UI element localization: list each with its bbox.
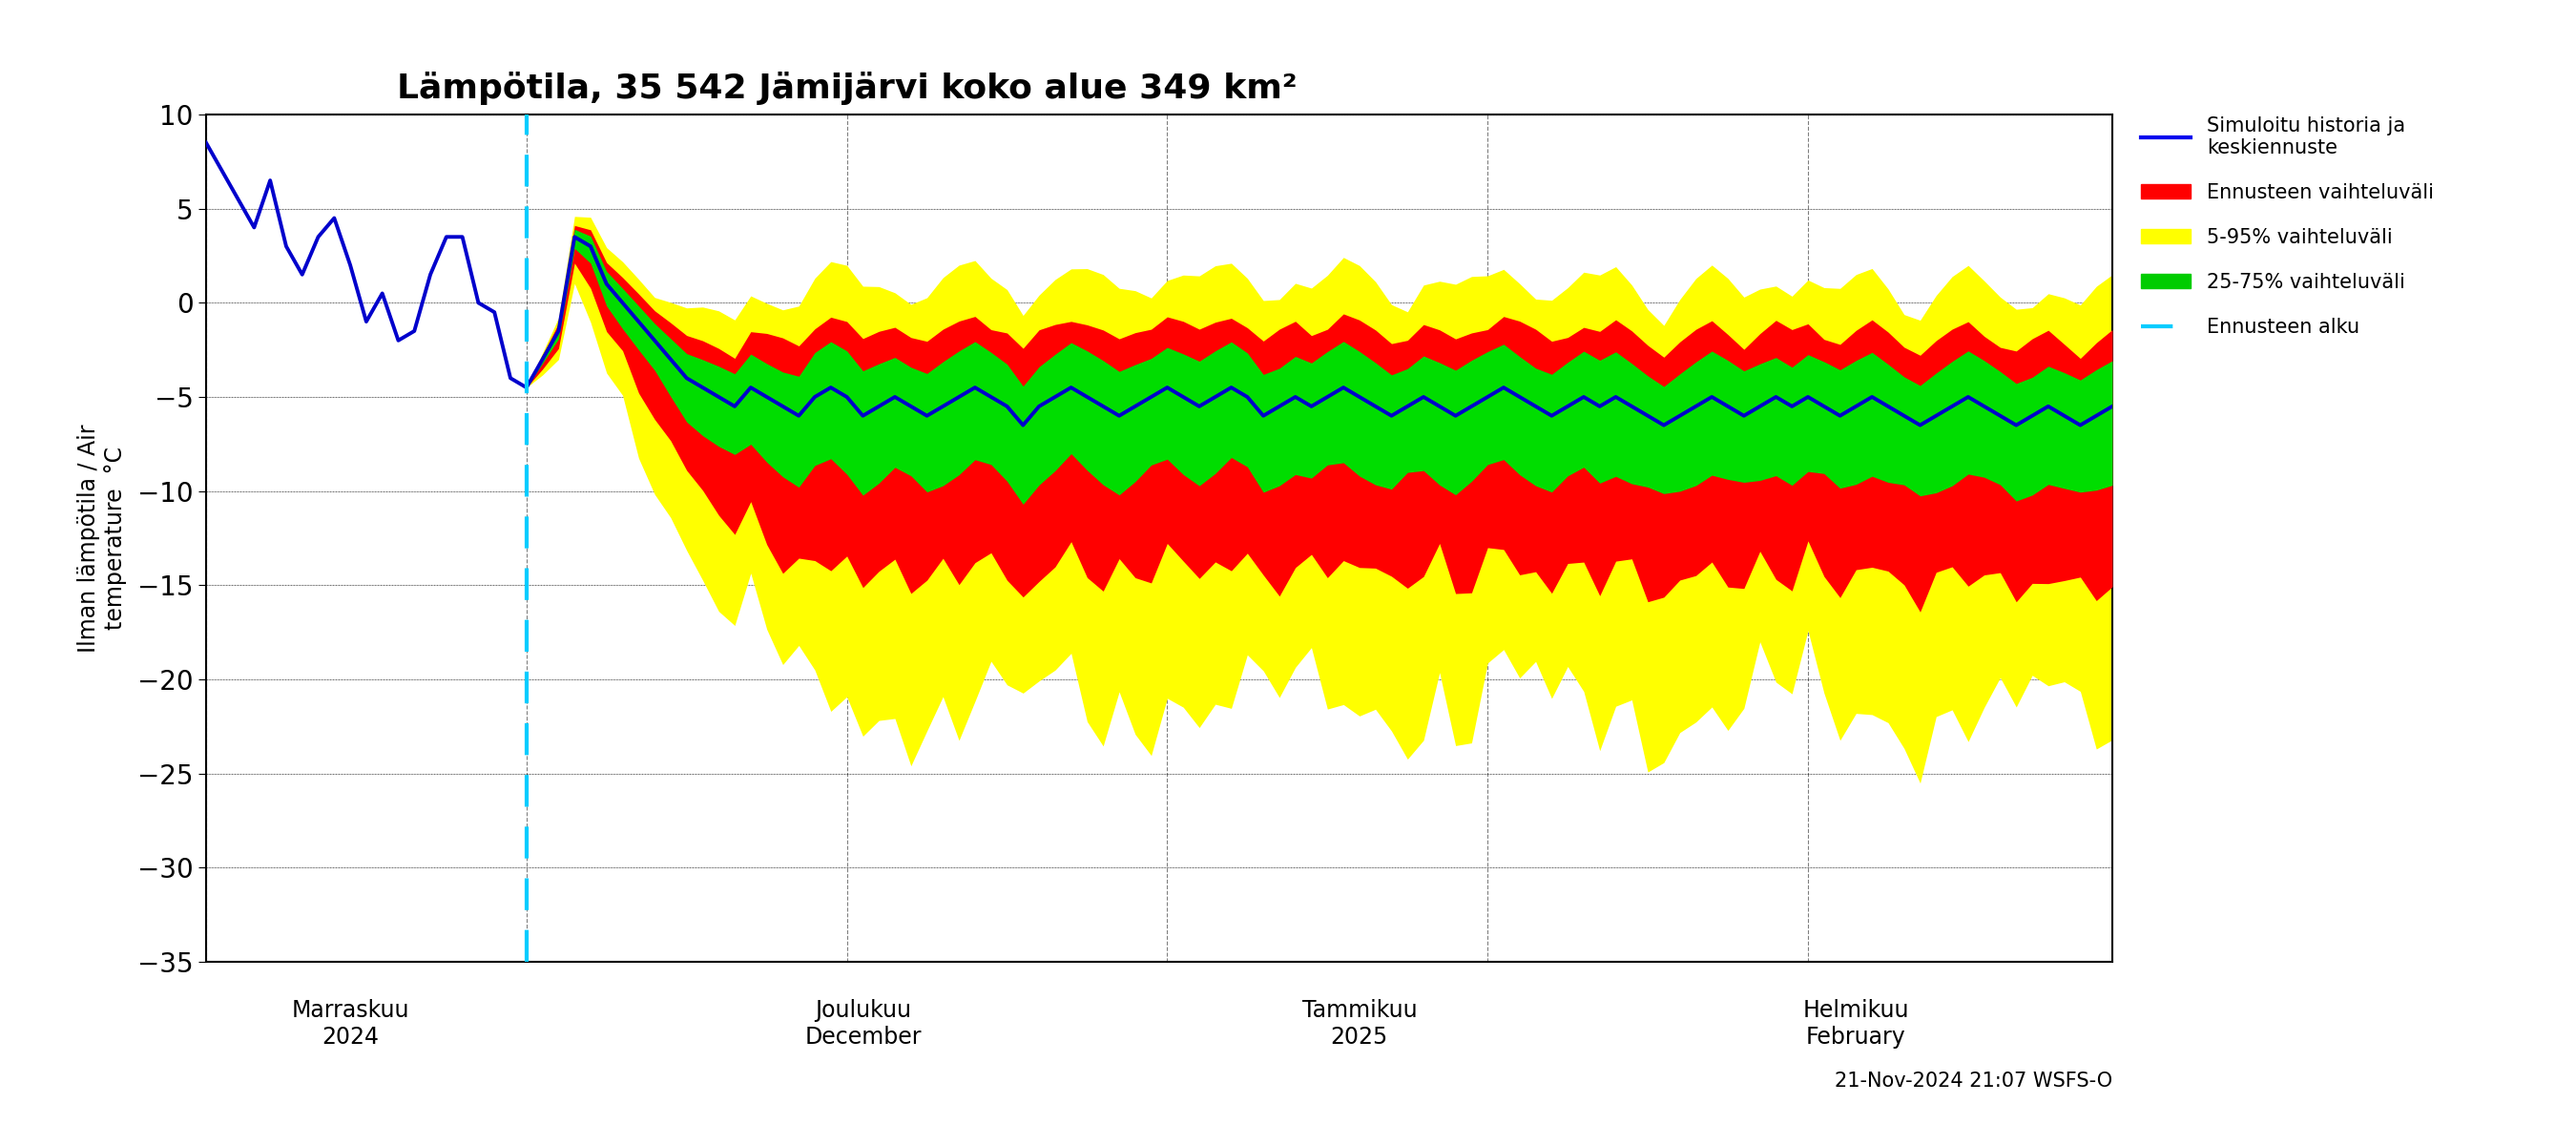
Legend: Simuloitu historia ja
keskiennuste, Ennusteen vaihteluväli, 5-95% vaihteluväli, : Simuloitu historia ja keskiennuste, Ennu… [2141, 116, 2434, 337]
Text: Tammikuu
2025: Tammikuu 2025 [1301, 1000, 1417, 1049]
Text: Joulukuu
December: Joulukuu December [804, 1000, 922, 1049]
Text: Lämpötila, 35 542 Jämijärvi koko alue 349 km²: Lämpötila, 35 542 Jämijärvi koko alue 34… [397, 72, 1296, 105]
Text: 21-Nov-2024 21:07 WSFS-O: 21-Nov-2024 21:07 WSFS-O [1834, 1072, 2112, 1091]
Y-axis label: Ilman lämpötila / Air
temperature  °C: Ilman lämpötila / Air temperature °C [77, 424, 126, 653]
Text: Helmikuu
February: Helmikuu February [1803, 1000, 1909, 1049]
Text: Marraskuu
2024: Marraskuu 2024 [291, 1000, 410, 1049]
